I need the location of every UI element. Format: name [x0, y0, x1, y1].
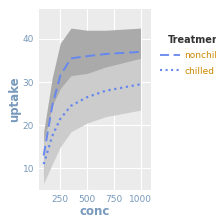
Legend: nonchilled, chilled: nonchilled, chilled — [160, 35, 216, 76]
X-axis label: conc: conc — [80, 205, 110, 216]
Y-axis label: uptake: uptake — [8, 76, 21, 122]
